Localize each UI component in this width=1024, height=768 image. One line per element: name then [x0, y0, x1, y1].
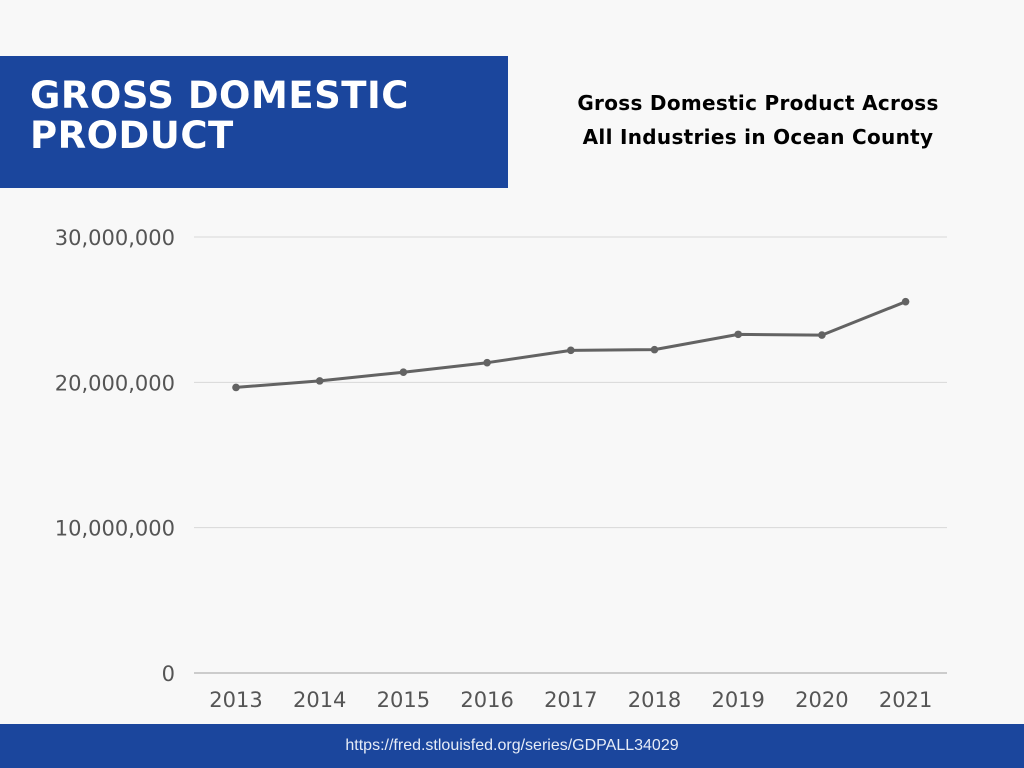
- y-tick-label: 30,000,000: [55, 226, 175, 250]
- x-tick-label: 2017: [544, 688, 597, 712]
- x-tick-label: 2014: [293, 688, 346, 712]
- x-tick-label: 2016: [460, 688, 513, 712]
- chart-subtitle-line-2: All Industries in Ocean County: [582, 125, 934, 149]
- x-tick-label: 2019: [711, 688, 764, 712]
- y-tick-label: 20,000,000: [55, 371, 175, 395]
- footer-bar: https://fred.stlouisfed.org/series/GDPAL…: [0, 724, 1024, 768]
- chart-subtitle-line-1: Gross Domestic Product Across: [577, 91, 939, 115]
- data-point: [483, 358, 491, 367]
- data-point: [734, 330, 742, 339]
- chart-title-line-2: PRODUCT: [30, 114, 234, 157]
- chart-subtitle: Gross Domestic Product Across All Indust…: [548, 86, 968, 154]
- title-banner: GROSS DOMESTIC PRODUCT: [0, 56, 508, 188]
- data-point: [650, 345, 659, 354]
- data-point: [399, 368, 408, 376]
- data-point: [818, 331, 826, 339]
- source-link[interactable]: https://fred.stlouisfed.org/series/GDPAL…: [345, 737, 679, 754]
- x-tick-label: 2018: [628, 688, 681, 712]
- y-tick-label: 10,000,000: [55, 517, 175, 541]
- line-chart: 0 10,000,000 20,000,000 30,000,000 2013 2014 2…: [55, 226, 947, 712]
- data-point: [232, 383, 240, 392]
- data-point: [901, 297, 910, 306]
- data-point: [567, 346, 575, 355]
- data-point: [315, 377, 324, 385]
- x-tick-label: 2013: [209, 688, 262, 712]
- x-tick-label: 2015: [377, 688, 430, 712]
- x-tick-label: 2021: [879, 688, 932, 712]
- x-tick-label: 2020: [795, 688, 848, 712]
- chart-title-line-1: GROSS DOMESTIC: [30, 74, 409, 117]
- series-line: [234, 300, 908, 389]
- y-tick-label: 0: [162, 662, 175, 686]
